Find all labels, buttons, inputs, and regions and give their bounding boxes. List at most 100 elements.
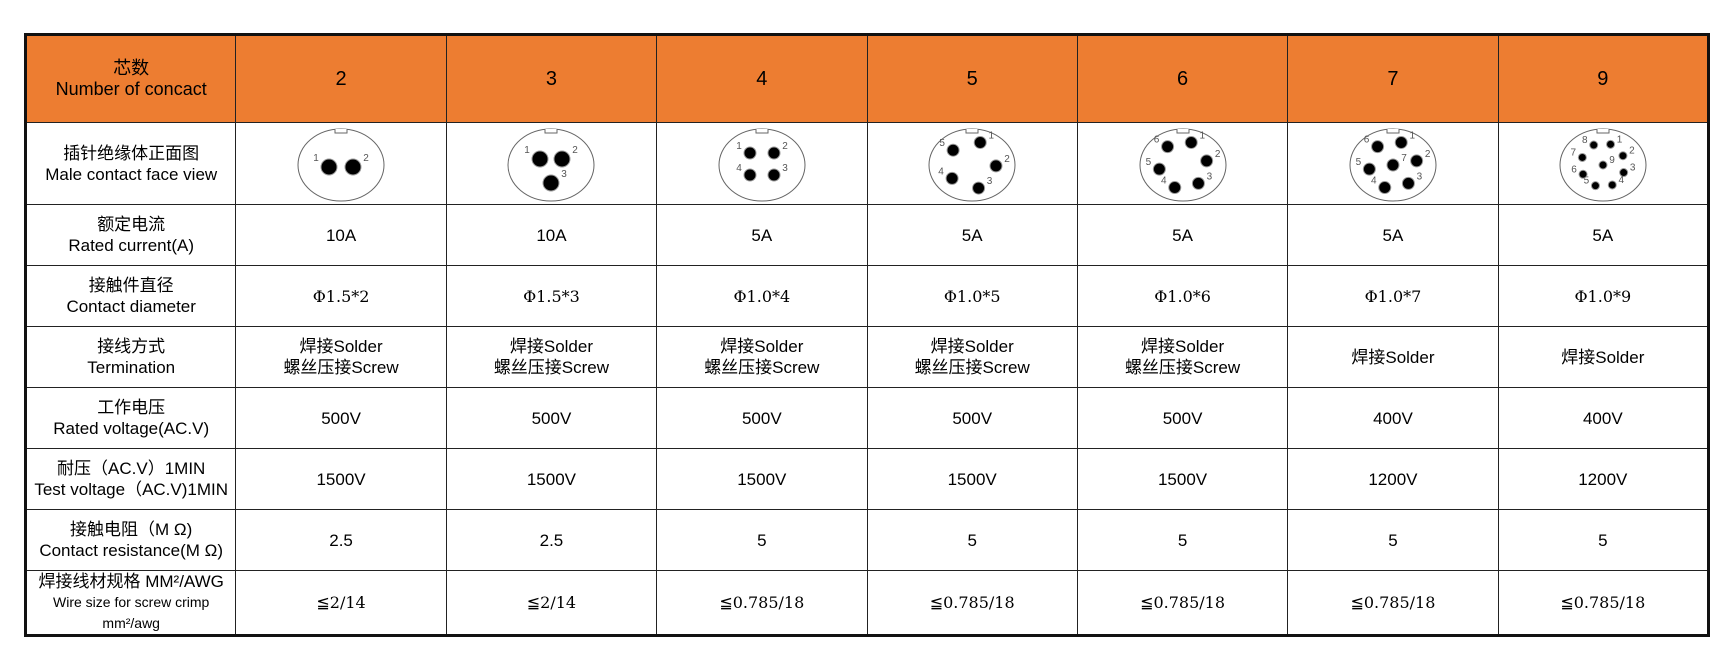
pin: [1618, 167, 1628, 177]
label-en: Male contact face view: [45, 164, 218, 184]
pin: [945, 171, 959, 185]
spec-value: 5A: [866, 204, 1078, 266]
pin-label: 3: [1206, 171, 1212, 182]
spec-row: 焊接线材规格 MM²/AWG Wire size for screw crimp …: [24, 570, 1710, 636]
header-col-7: 7: [1287, 34, 1499, 123]
pin-label: 4: [736, 163, 742, 174]
label-en: Rated voltage(AC.V): [53, 419, 210, 438]
spec-value: ≦0.785/18: [866, 570, 1078, 636]
spec-value: 1200V: [1497, 448, 1710, 510]
pin: [1184, 135, 1198, 149]
pin: [1589, 140, 1599, 150]
pin: [1394, 135, 1408, 149]
spec-row: 接触件直径 Contact diameter Φ1.5*2 Φ1.5*3 Φ1.0*4 Φ…: [24, 265, 1710, 327]
spec-value: 5: [866, 509, 1078, 571]
label-en: Termination: [87, 358, 176, 377]
pin-label: 3: [1417, 171, 1423, 182]
spec-value: ≦2/14: [235, 570, 447, 636]
pin: [1160, 139, 1174, 153]
pin-label: 6: [1153, 134, 1159, 145]
pin: [320, 158, 338, 175]
label-cn: 额定电流: [97, 215, 166, 234]
spec-value: 1200V: [1287, 448, 1499, 510]
spec-value: 焊接Solder 螺丝压接Screw: [1076, 326, 1289, 388]
spec-value: Φ1.0*5: [866, 265, 1078, 327]
label-cn: 焊接线材规格 MM²/AWG: [38, 572, 224, 591]
spec-value: 1500V: [1076, 448, 1289, 510]
pin-label: 2: [782, 141, 788, 152]
spec-value: ≦0.785/18: [1076, 570, 1289, 636]
spec-value: 5: [1497, 509, 1710, 571]
label-en: Contact resistance(M Ω): [39, 541, 224, 560]
pin-label: 4: [1618, 174, 1624, 185]
spec-value: 焊接Solder 螺丝压接Screw: [656, 326, 868, 388]
header-col-2: 2: [235, 34, 447, 123]
connector-face-diagram: 1 2 3 4: [718, 128, 806, 201]
pin: [542, 174, 560, 191]
spec-value-line: 螺丝压接Screw: [1124, 358, 1241, 377]
pin: [946, 143, 960, 157]
pin: [1199, 153, 1213, 167]
pin-label: 5: [1583, 175, 1589, 186]
pin: [743, 146, 757, 159]
spec-row: 工作电压 Rated voltage(AC.V) 500V 500V 500V 500V 5…: [24, 387, 1710, 449]
header-col-4: 4: [656, 34, 868, 123]
pin: [1598, 160, 1608, 169]
pin-label: 1: [525, 145, 531, 156]
pin-label: 3: [782, 163, 788, 174]
pin: [1618, 150, 1628, 160]
spec-value: 焊接Solder 螺丝压接Screw: [235, 326, 447, 388]
pin: [1605, 139, 1615, 149]
pin-label: 6: [1571, 164, 1577, 175]
pin-label: 1: [1617, 134, 1623, 145]
spec-value-line: 焊接Solder: [299, 337, 383, 356]
pin: [989, 158, 1003, 172]
spec-value: Φ1.5*3: [445, 265, 658, 327]
pin: [767, 146, 781, 159]
row-label: 接触电阻（M Ω) Contact resistance(M Ω): [24, 509, 237, 571]
connector-face-diagram: 12 3 45 6: [1139, 128, 1227, 201]
spec-value: ≦2/14: [445, 570, 658, 636]
spec-value: 500V: [235, 387, 447, 449]
row-label: 焊接线材规格 MM²/AWG Wire size for screw crimp …: [24, 570, 237, 636]
spec-value: 1500V: [866, 448, 1078, 510]
spec-value: 焊接Solder 螺丝压接Screw: [445, 326, 658, 388]
pin-label: 3: [987, 176, 993, 187]
spec-value-line: 螺丝压接Screw: [283, 358, 399, 377]
pin: [553, 150, 571, 167]
label-en: Contact diameter: [66, 297, 196, 316]
spec-value: Φ1.0*9: [1497, 265, 1710, 327]
label-en: Test voltage（AC.V)1MIN: [34, 480, 229, 499]
spec-value: 5A: [656, 204, 868, 266]
pin: [1152, 162, 1166, 176]
pin-label: 3: [562, 169, 568, 180]
spec-value: Φ1.0*4: [656, 265, 868, 327]
pin-label: 9: [1609, 155, 1615, 166]
connector-face-diagram: 1 2 3: [507, 128, 595, 201]
label-cn: 插针绝缘体正面图: [63, 143, 200, 163]
row-label: 接线方式 Termination: [24, 326, 237, 388]
pin: [1362, 162, 1376, 176]
pin-label: 7: [1401, 153, 1407, 164]
spec-value: 500V: [656, 387, 868, 449]
pin-label: 4: [1371, 175, 1377, 186]
row-label: 接触件直径 Contact diameter: [24, 265, 237, 327]
header-label: 芯数 Number of concact: [24, 34, 237, 123]
pin: [1607, 179, 1617, 189]
label-cn: 芯数: [113, 58, 150, 78]
spec-row: 接触电阻（M Ω) Contact resistance(M Ω) 2.5 2.5 5 5…: [24, 509, 1710, 571]
pin-label: 1: [1409, 130, 1415, 141]
pin-label: 2: [1214, 148, 1220, 159]
pin-label: 8: [1582, 135, 1588, 146]
spec-value: 2.5: [445, 509, 658, 571]
header-col-9: 9: [1497, 34, 1710, 123]
pin: [531, 150, 549, 167]
spec-value: 400V: [1287, 387, 1499, 449]
spec-value: 500V: [445, 387, 658, 449]
face-view-cell: 1 2 3 4 5: [866, 122, 1078, 205]
